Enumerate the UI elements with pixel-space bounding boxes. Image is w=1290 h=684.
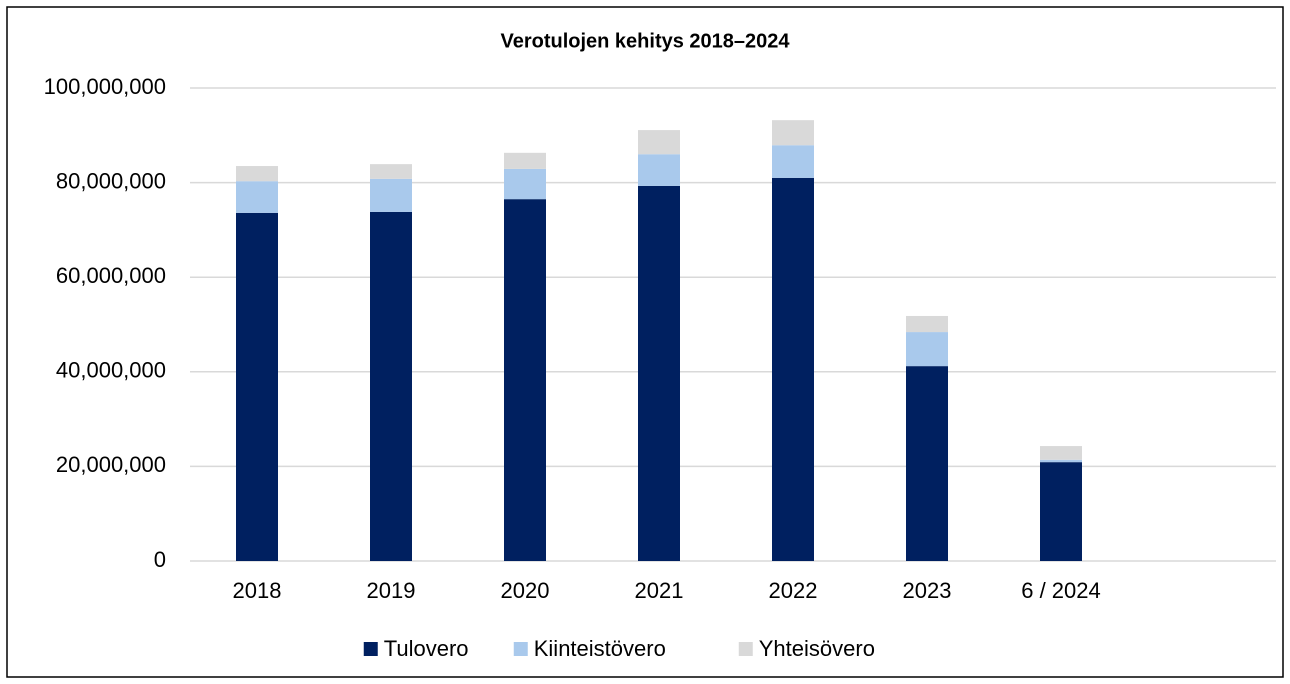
x-tick-label: 6 / 2024 (1021, 578, 1101, 603)
chart-title: Verotulojen kehitys 2018–2024 (500, 30, 790, 52)
x-tick-label: 2019 (367, 578, 416, 603)
x-tick-label: 2018 (233, 578, 282, 603)
bar-segment (638, 130, 680, 155)
x-tick-label: 2022 (769, 578, 818, 603)
bar-segment (1040, 446, 1082, 460)
bar-segment (370, 178, 412, 212)
bar-segment (1040, 462, 1082, 561)
bar-segment (638, 154, 680, 186)
x-tick-label: 2021 (635, 578, 684, 603)
bar-segment (1040, 459, 1082, 463)
bar-segment (236, 166, 278, 182)
bar-segment (236, 212, 278, 561)
y-tick-label: 40,000,000 (56, 358, 166, 383)
legend-swatch (363, 642, 378, 656)
y-tick-label: 0 (154, 547, 166, 572)
bar-segment (370, 164, 412, 179)
legend-label: Tulovero (384, 636, 469, 661)
bar-segment (772, 120, 814, 146)
x-tick-label: 2023 (903, 578, 952, 603)
y-tick-label: 80,000,000 (56, 168, 166, 193)
x-tick-label: 2020 (501, 578, 550, 603)
y-tick-label: 60,000,000 (56, 263, 166, 288)
legend-label: Kiinteistövero (534, 636, 666, 661)
bar-segment (504, 152, 546, 169)
legend-swatch (738, 642, 753, 656)
bar-segment (906, 366, 948, 561)
bar-segment (504, 199, 546, 561)
legend-label: Yhteisövero (759, 636, 875, 661)
bar-segment (504, 168, 546, 200)
legend-swatch (513, 642, 528, 656)
bar-segment (772, 177, 814, 561)
bar-segment (638, 185, 680, 561)
bar-segment (370, 211, 412, 561)
bar-segment (906, 332, 948, 367)
bar-segment (906, 315, 948, 333)
bar-segment (772, 145, 814, 178)
bar-segment (236, 181, 278, 213)
y-tick-label: 100,000,000 (44, 74, 166, 99)
y-tick-label: 20,000,000 (56, 452, 166, 477)
